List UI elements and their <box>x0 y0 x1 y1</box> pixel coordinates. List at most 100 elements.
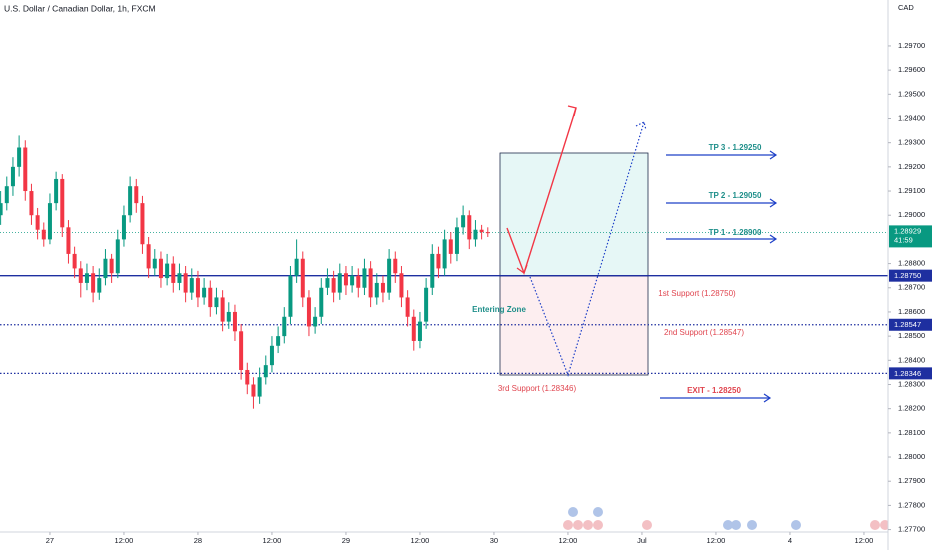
y-tick-label: 1.29400 <box>898 113 925 122</box>
y-tick-label: 1.29500 <box>898 89 925 98</box>
y-axis-label: CAD <box>898 3 914 12</box>
x-tick-label: 12:00 <box>411 536 430 545</box>
x-tick-label: 27 <box>46 536 54 545</box>
candle-body <box>195 278 200 298</box>
event-icon <box>593 507 603 517</box>
candle-body <box>72 253 77 269</box>
price-badge-label: 1.28346 <box>894 369 921 378</box>
annotation: Entering Zone <box>472 305 526 314</box>
x-tick-label: 12:00 <box>855 536 874 545</box>
annotation: 2nd Support (1.28547) <box>664 328 744 337</box>
price-badge-label: 1.28547 <box>894 320 921 329</box>
candle-body <box>251 384 256 397</box>
y-tick-label: 1.29300 <box>898 138 925 147</box>
arrow-head <box>635 121 647 131</box>
candle-body <box>84 273 89 283</box>
event-icon <box>723 520 733 530</box>
candle-body <box>319 287 324 317</box>
candle-body <box>417 321 422 341</box>
target-zone <box>499 152 649 277</box>
x-tick-label: 12:00 <box>263 536 282 545</box>
current-price-label: 1.28929 <box>894 226 921 235</box>
x-tick-label: 30 <box>490 536 498 545</box>
candle-body <box>405 297 410 317</box>
candle-body <box>140 203 145 245</box>
chart-title: U.S. Dollar / Canadian Dollar, 1h, FXCM <box>4 3 156 13</box>
y-tick-label: 1.29100 <box>898 186 925 195</box>
candle-body <box>47 203 52 240</box>
price-badge-label: 1.28750 <box>894 271 921 280</box>
x-tick-label: 28 <box>194 536 202 545</box>
event-icon <box>563 520 573 530</box>
position-boxes <box>499 152 649 376</box>
candle-body <box>232 311 237 332</box>
candle-body <box>146 244 151 269</box>
candle-body <box>171 263 176 283</box>
y-tick-label: 1.28300 <box>898 379 925 388</box>
candle-body <box>121 215 126 240</box>
candle-body <box>158 258 163 279</box>
candle-body <box>387 258 392 293</box>
price-badge <box>889 367 932 380</box>
candle-body <box>454 227 459 254</box>
event-icon <box>791 520 801 530</box>
arrow-head <box>516 264 528 274</box>
x-tick-label: 12:00 <box>707 536 726 545</box>
current-price-badge <box>889 225 932 248</box>
candle-body <box>134 186 139 204</box>
annotation: TP 2 - 1.29050 <box>709 191 762 200</box>
candle-body <box>78 268 83 283</box>
target-arrows <box>660 150 778 403</box>
annotation: 3rd Support (1.28346) <box>498 384 577 393</box>
annotation: TP 1 - 1.28900 <box>709 228 762 237</box>
annotation: 1st Support (1.28750) <box>658 289 736 298</box>
time-axis-bg <box>0 532 888 550</box>
event-icon <box>747 520 757 530</box>
y-tick-label: 1.29200 <box>898 162 925 171</box>
candle-body <box>399 273 404 298</box>
candle-body <box>165 263 170 279</box>
annotation: EXIT - 1.28250 <box>687 386 741 395</box>
candle-body <box>128 186 133 216</box>
y-tick-label: 1.27900 <box>898 476 925 485</box>
candle-body <box>380 282 385 293</box>
candle-body <box>362 268 367 288</box>
countdown-label: 41:59 <box>894 235 913 244</box>
candle-body <box>66 227 71 254</box>
candle-body <box>257 377 262 397</box>
candle-body <box>368 268 373 298</box>
candle-body <box>393 258 398 274</box>
candle-body <box>29 191 34 216</box>
arrow-head <box>769 198 778 208</box>
drawings: TP 3 - 1.29250 TP 2 - 1.29050 TP 1 - 1.2… <box>472 105 778 403</box>
candle-body <box>442 239 447 269</box>
candle-body <box>430 253 435 288</box>
candle-body <box>41 229 46 240</box>
arrow-head <box>567 105 577 117</box>
candle-body <box>4 186 9 204</box>
candle-body <box>300 258 305 298</box>
x-tick-label: 12:00 <box>559 536 578 545</box>
candle-body <box>17 147 22 167</box>
plot <box>0 135 888 409</box>
candle-body <box>23 147 28 192</box>
candle-body <box>331 278 336 293</box>
candle-body <box>189 278 194 293</box>
candle-body <box>436 253 441 269</box>
event-icon <box>870 520 880 530</box>
y-tick-label: 1.29000 <box>898 210 925 219</box>
candle-body <box>91 273 96 293</box>
candle-body <box>473 229 478 240</box>
arrow-head <box>769 150 778 160</box>
candle-body <box>152 258 157 269</box>
candle-body <box>226 311 231 322</box>
event-icon <box>593 520 603 530</box>
candle-body <box>448 239 453 254</box>
candle-body <box>411 316 416 341</box>
event-icon <box>583 520 593 530</box>
candle-body <box>177 273 182 283</box>
candle-body <box>60 178 65 228</box>
